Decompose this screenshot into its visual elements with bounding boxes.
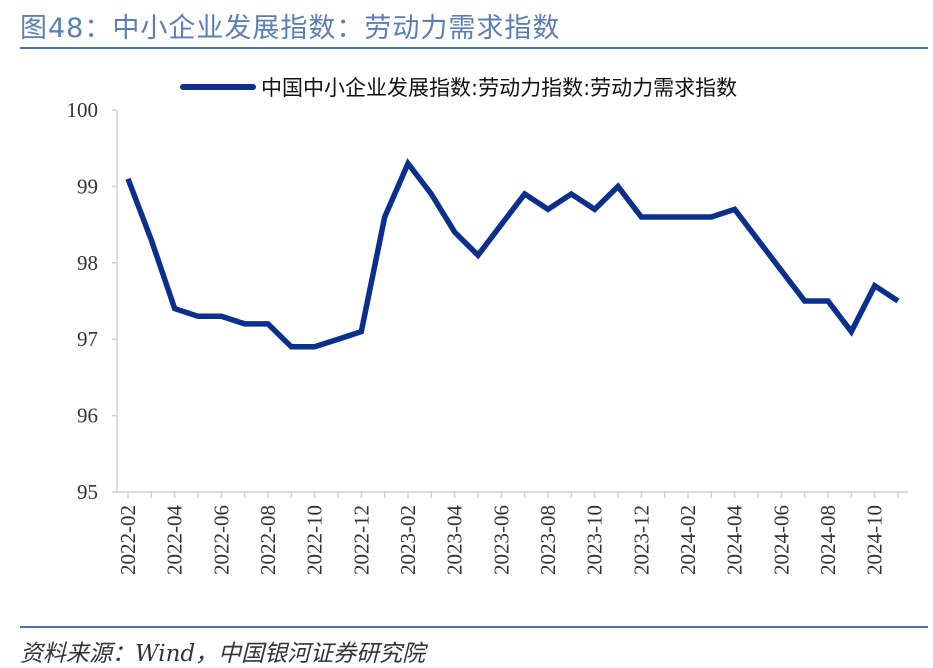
source-rule (20, 626, 928, 628)
y-tick-label: 96 (77, 404, 98, 428)
y-tick-label: 99 (77, 174, 98, 198)
y-axis-ticks: 95 96 97 98 99 100 (67, 98, 117, 504)
x-tick-label: 2022-06 (209, 505, 233, 575)
chart-legend: 中国中小企业发展指数:劳动力指数:劳动力需求指数 (180, 76, 737, 100)
chart-axes (116, 110, 908, 493)
x-tick-label: 2022-12 (349, 505, 373, 575)
x-tick-label: 2023-12 (629, 505, 653, 575)
x-tick-label: 2024-08 (816, 505, 840, 575)
y-tick-label: 98 (77, 251, 98, 275)
x-tick-label: 2022-02 (116, 505, 140, 575)
figure-title: 图48：中小企业发展指数：劳动力需求指数 (20, 13, 561, 44)
x-tick-label: 2022-08 (256, 505, 280, 575)
x-tick-label: 2023-06 (489, 505, 513, 575)
source-note: 资料来源：Wind，中国银河证券研究院 (20, 641, 426, 667)
y-tick-label: 95 (77, 480, 98, 504)
x-tick-label: 2024-04 (723, 505, 747, 575)
series-line (125, 158, 900, 350)
x-axis-ticks: 2022-02 2022-04 2022-06 2022-08 2022-10 2022-… (116, 492, 899, 575)
y-tick-label: 100 (67, 98, 99, 122)
x-tick-label: 2024-06 (769, 505, 793, 575)
x-tick-label: 2023-04 (443, 505, 467, 575)
x-tick-label: 2022-04 (163, 505, 187, 575)
x-tick-label: 2023-10 (583, 505, 607, 575)
x-tick-label: 2024-02 (676, 505, 700, 575)
legend-label: 中国中小企业发展指数:劳动力指数:劳动力需求指数 (261, 76, 737, 100)
x-tick-label: 2023-02 (396, 505, 420, 575)
series-group (125, 158, 900, 350)
x-tick-label: 2024-10 (863, 505, 887, 575)
title-rule (20, 47, 928, 49)
y-tick-label: 97 (77, 327, 98, 351)
x-tick-label: 2022-10 (303, 505, 327, 575)
x-tick-label: 2023-08 (536, 505, 560, 575)
